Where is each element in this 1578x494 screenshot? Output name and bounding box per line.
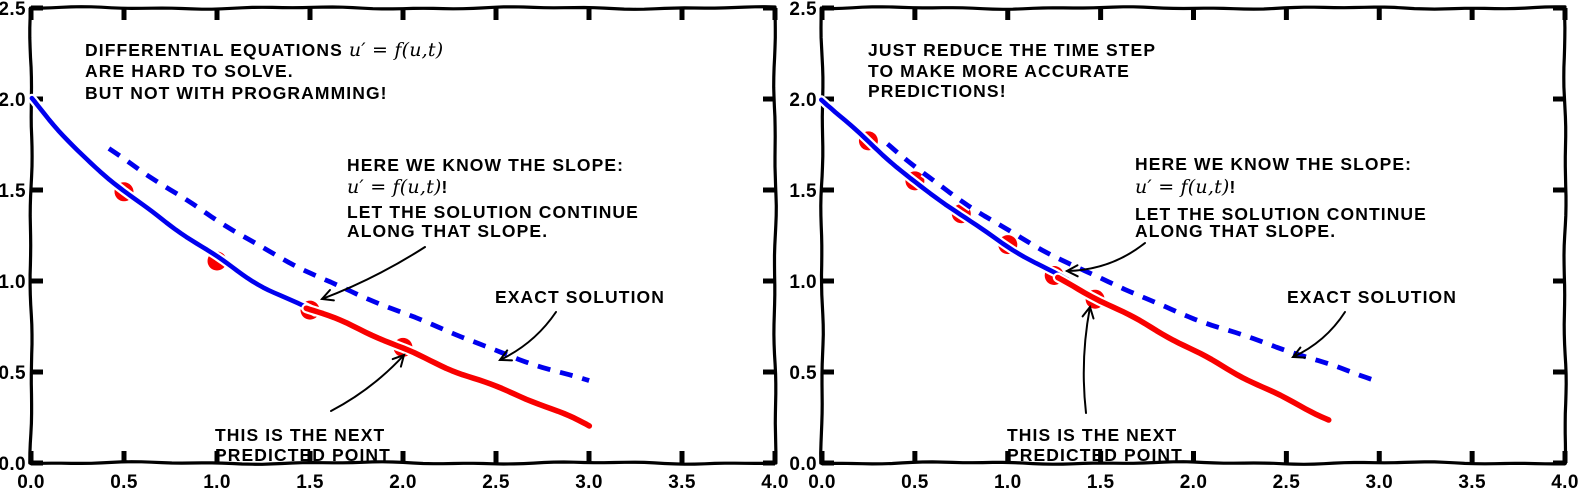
arrowhead-icon	[1081, 304, 1095, 320]
y-tick-label: 2.5	[0, 0, 26, 20]
panel-right-plot: 0.0 0.5 1.0 1.5 2.0 2.5 3.0 3.5 4.0 0.0 0.5 1.0 1.5 2…	[789, 0, 1578, 493]
annotation-text-line: DIFFERENTIAL EQUATIONS u′ = f(u,t)	[85, 39, 443, 61]
annotation-text-line: THIS IS THE NEXT	[1007, 425, 1177, 445]
y-tick-label: 2.0	[0, 90, 26, 111]
y-tick-label: 0.5	[0, 363, 26, 384]
arrowhead-icon	[1064, 264, 1079, 278]
annotation-text-line: LET THE SOLUTION CONTINUE	[347, 202, 639, 222]
annotation-text-line: EXACT SOLUTION	[1287, 287, 1457, 307]
x-tick-label: 0.0	[17, 472, 45, 493]
x-tick-label: 3.0	[575, 472, 603, 493]
annotation-text-line: HERE WE KNOW THE SLOPE:	[347, 155, 624, 175]
annotation-text-line: u′ = f(u,t)!	[1135, 176, 1236, 198]
annotation-text-line: THIS IS THE NEXT	[215, 425, 385, 445]
annotation-exact-solution-label: EXACT SOLUTION	[495, 287, 665, 362]
x-tick-label: 1.5	[296, 472, 324, 493]
annotation-text-line: ALONG THAT SLOPE.	[1135, 221, 1336, 241]
x-tick-label: 3.5	[668, 472, 696, 493]
exact-solution-curve	[884, 140, 1381, 386]
annotation-exact-solution-label: EXACT SOLUTION	[1287, 287, 1457, 359]
x-tick-label: 4.0	[1551, 472, 1578, 493]
numerical-solution-so-far-curve	[27, 93, 320, 317]
next-point-note-arrow	[1081, 304, 1095, 414]
x-tick-label: 0.5	[901, 472, 929, 493]
exact-solution-curve	[106, 144, 591, 385]
x-tick-label: 1.5	[1087, 472, 1115, 493]
y-tick-label: 1.5	[0, 181, 26, 202]
slope-continuation-curve	[301, 303, 595, 431]
annotation-text-line: ARE HARD TO SOLVE.	[85, 61, 294, 81]
y-tick-label: 1.5	[789, 181, 817, 202]
annotation-text-line: TO MAKE MORE ACCURATE	[868, 61, 1130, 81]
annotation-text-line: LET THE SOLUTION CONTINUE	[1135, 204, 1427, 224]
x-tick-label: 0.5	[110, 472, 138, 493]
panel-left-plot: 0.0 0.5 1.0 1.5 2.0 2.5 3.0 3.5 4.0 0.0 0.5 1.0 1.5 2…	[0, 0, 789, 493]
x-tick-label: 1.0	[994, 472, 1022, 493]
y-tick-label: 1.0	[789, 272, 817, 293]
x-tick-label: 4.0	[761, 472, 789, 493]
slope-note-arrow	[1064, 242, 1146, 278]
annotation-text-line: PREDICTIONS!	[868, 81, 1007, 101]
annotation-text-line: BUT NOT WITH PROGRAMMING!	[85, 83, 388, 103]
x-tick-label: 2.5	[482, 472, 510, 493]
numerical-solution-so-far-curve	[816, 95, 1073, 285]
y-tick-label: 2.5	[789, 0, 817, 20]
slope-note-arrow	[319, 246, 426, 302]
annotation-text-line: EXACT SOLUTION	[495, 287, 665, 307]
annotation-text-line: ALONG THAT SLOPE.	[347, 221, 548, 241]
x-tick-label: 1.0	[203, 472, 231, 493]
x-tick-label: 2.0	[1180, 472, 1208, 493]
y-tick-label: 1.0	[0, 272, 26, 293]
exact-solution-label-arrow	[498, 311, 557, 362]
annotation-slope-note: HERE WE KNOW THE SLOPE:u′ = f(u,t)! LET T…	[319, 155, 639, 302]
arrowhead-icon	[498, 349, 513, 362]
next-point-note-arrow	[330, 353, 406, 412]
annotation-text-line: HERE WE KNOW THE SLOPE:	[1135, 154, 1412, 174]
annotation-text-line: PREDICTED POINT	[1007, 445, 1183, 465]
annotation-text-line: JUST REDUCE THE TIME STEP	[868, 40, 1156, 60]
axis-ticks: 0.0 0.5 1.0 1.5 2.0 2.5 3.0 3.5 4.0 0.0 0.5 1.0 1.5 2…	[0, 0, 789, 493]
annotation-text-line: u′ = f(u,t)!	[347, 176, 448, 198]
annotation-intro-note: DIFFERENTIAL EQUATIONS u′ = f(u,t)ARE HA…	[85, 39, 443, 103]
y-tick-label: 0.0	[0, 454, 26, 475]
annotation-text-line: PREDICTED POINT	[215, 445, 391, 465]
x-tick-label: 0.0	[808, 472, 836, 493]
x-tick-label: 2.5	[1273, 472, 1301, 493]
y-tick-label: 0.0	[789, 454, 817, 475]
x-tick-label: 3.5	[1458, 472, 1486, 493]
y-tick-label: 2.0	[789, 90, 817, 111]
arrowhead-icon	[319, 289, 335, 302]
annotation-slope-note: HERE WE KNOW THE SLOPE:u′ = f(u,t)! LET T…	[1064, 154, 1427, 278]
exact-solution-label-arrow	[1291, 311, 1346, 359]
slope-continuation-curve	[1052, 272, 1334, 425]
arrowhead-icon	[391, 353, 406, 368]
axis-ticks: 0.0 0.5 1.0 1.5 2.0 2.5 3.0 3.5 4.0 0.0 0.5 1.0 1.5 2…	[789, 0, 1578, 493]
x-tick-label: 2.0	[389, 472, 417, 493]
x-tick-label: 3.0	[1365, 472, 1393, 493]
y-tick-label: 0.5	[789, 363, 817, 384]
arrowhead-icon	[1291, 346, 1306, 359]
